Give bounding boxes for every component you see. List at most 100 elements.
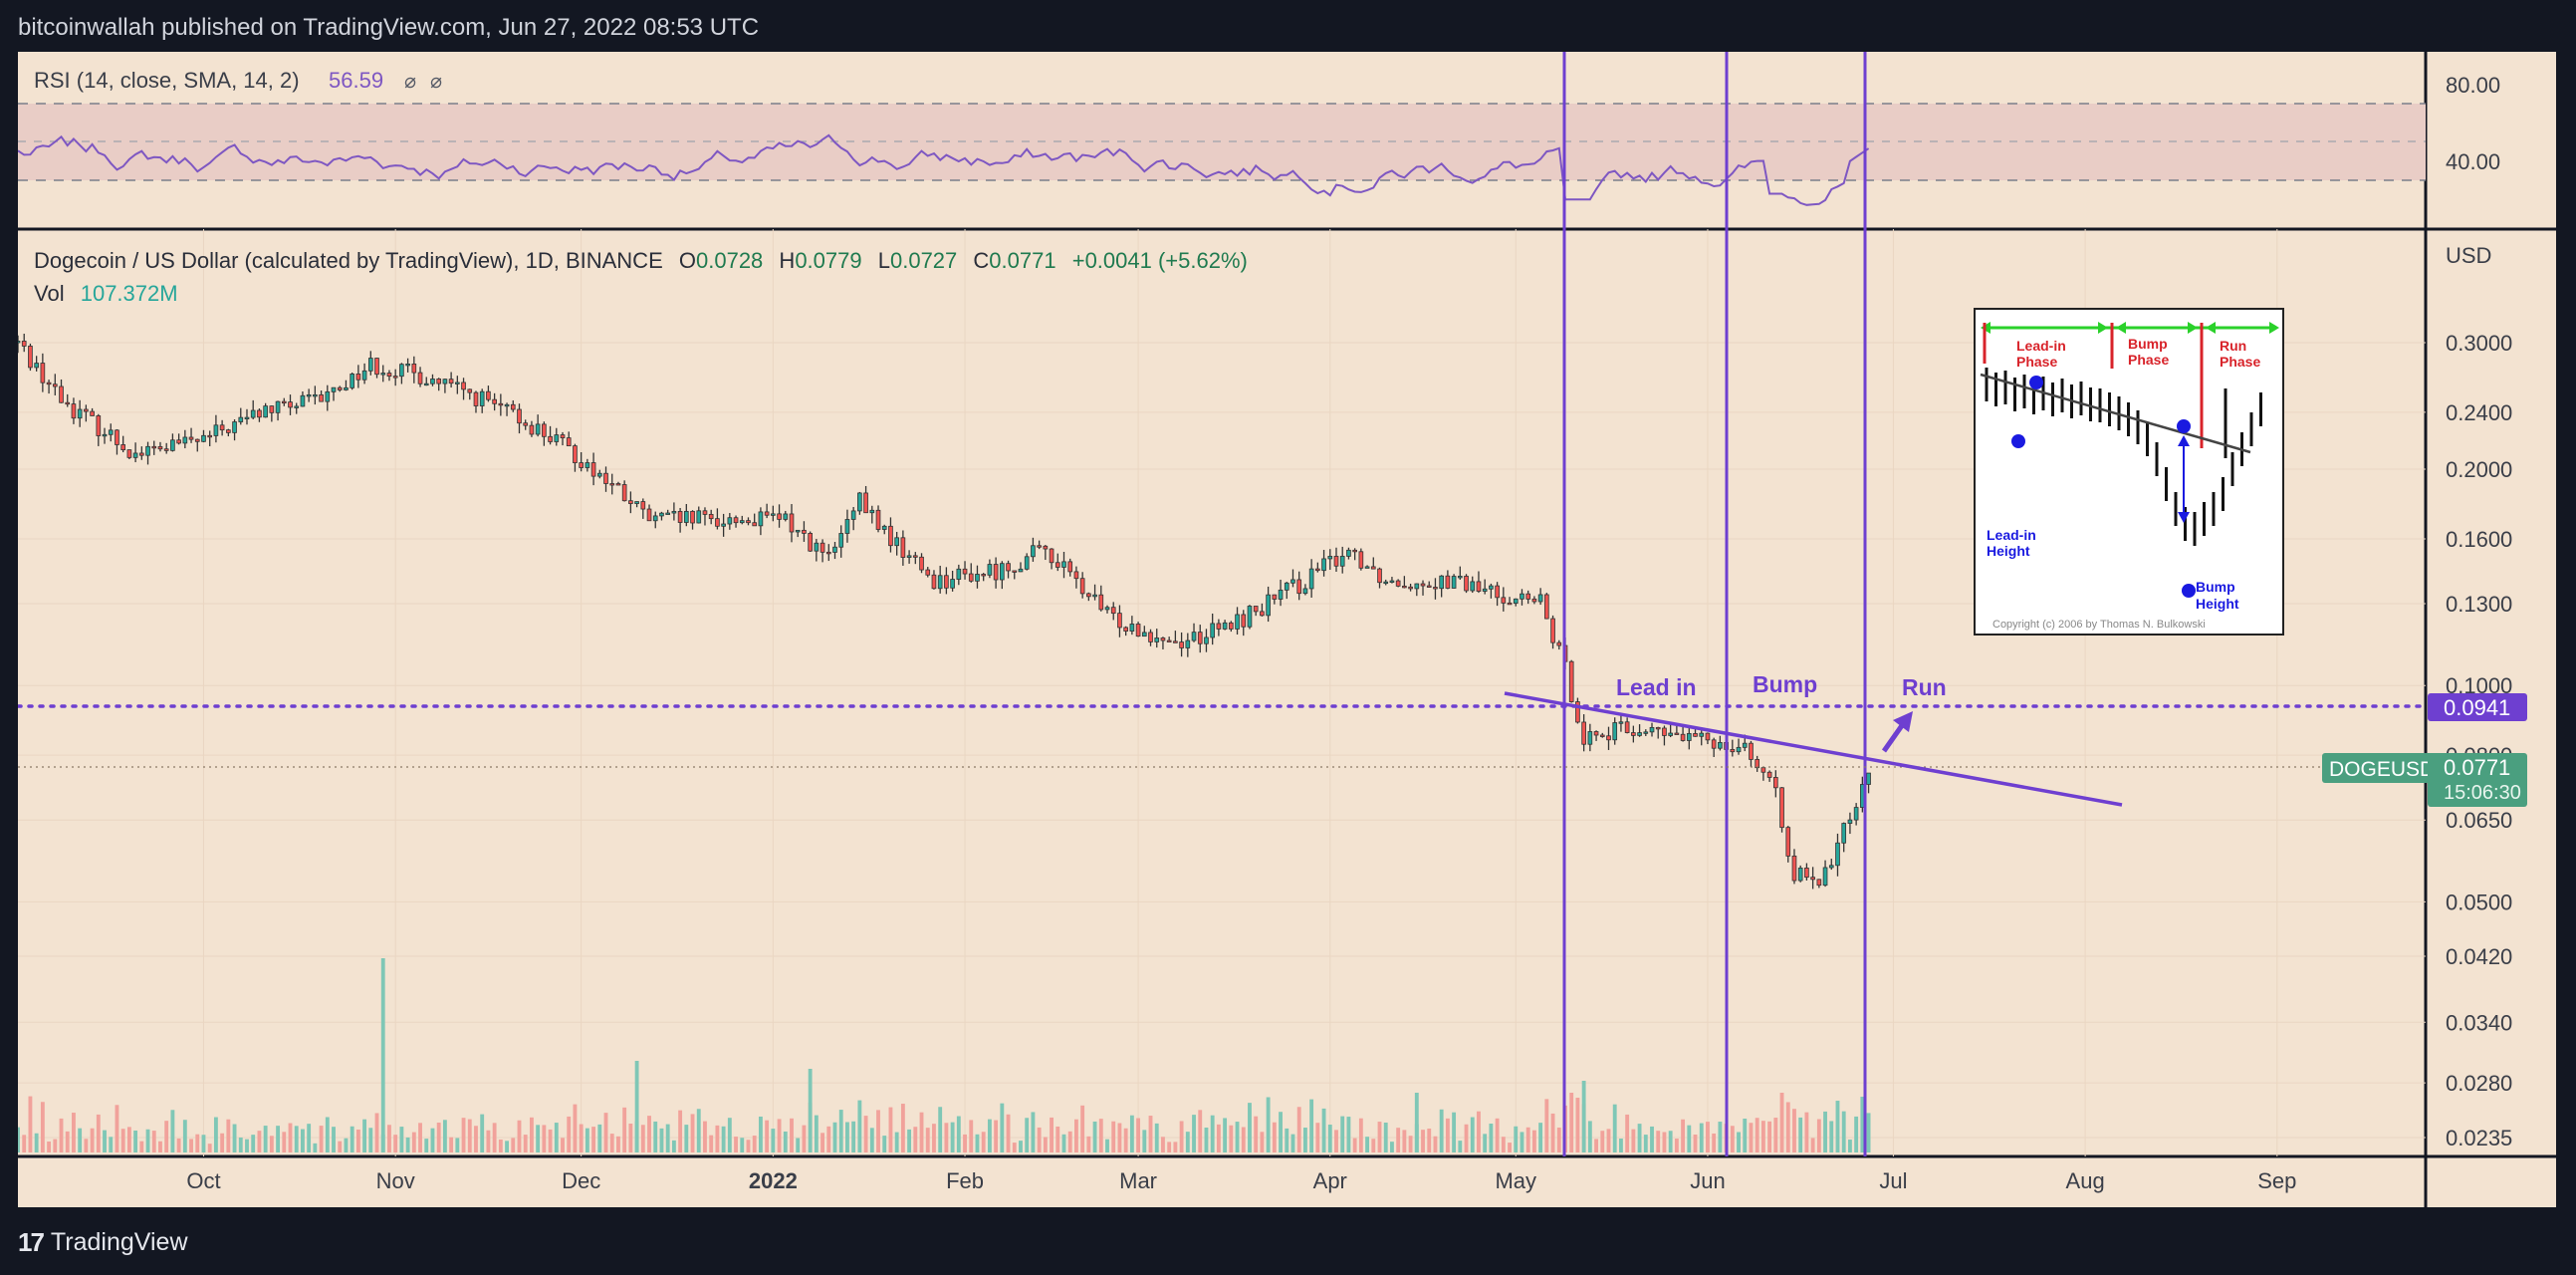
inset-bump-height-2: Height [2196, 596, 2239, 612]
candle [1278, 589, 1284, 600]
volume-bar [201, 1135, 206, 1152]
volume-bar [1619, 1139, 1623, 1152]
candle [609, 483, 615, 486]
tradingview-brand: TradingView [50, 1228, 188, 1256]
svg-text:Dogecoin / US Dollar (calculat: Dogecoin / US Dollar (calculated by Trad… [34, 248, 1248, 273]
candle [1520, 593, 1524, 600]
candle [486, 390, 491, 400]
volume-spike [808, 1069, 813, 1152]
rsi-settings-icon[interactable]: ⌀ [430, 71, 442, 93]
candle [306, 394, 312, 397]
candle [1260, 611, 1265, 617]
inset-run-phase-1: Run [2220, 338, 2246, 354]
candle [1568, 660, 1574, 702]
volume-bar [790, 1118, 794, 1152]
candle [510, 403, 516, 410]
candle [1061, 561, 1066, 568]
volume-bar [1779, 1093, 1784, 1152]
time-axis-label: May [1495, 1168, 1536, 1193]
candle [1451, 576, 1457, 589]
candle [1037, 545, 1042, 548]
volume-bar [368, 1128, 373, 1152]
symbol-title[interactable]: Dogecoin / US Dollar (calculated by Trad… [34, 248, 663, 273]
candle [1655, 726, 1661, 730]
volume-bar [665, 1124, 670, 1152]
volume-spike [1414, 1093, 1419, 1152]
volume-bar [907, 1129, 912, 1152]
candle [1395, 580, 1401, 587]
candle [1327, 556, 1333, 560]
volume-spike [1581, 1081, 1586, 1152]
candle [350, 374, 354, 388]
volume-bar [126, 1127, 131, 1152]
candle [1544, 594, 1549, 620]
volume-bar [1055, 1126, 1060, 1152]
bump-and-run-inset: Lead-in Phase Bump Phase Run Phase Lead-… [1974, 308, 2284, 636]
volume-bar [480, 1114, 485, 1152]
volume-bar [845, 1122, 849, 1152]
candle [455, 382, 460, 384]
rsi-pane: RSI (14, close, SMA, 14, 2) 56.59 ⌀ ⌀ 80… [17, 68, 2500, 206]
chart-svg[interactable]: RSI (14, close, SMA, 14, 2) 56.59 ⌀ ⌀ 80… [15, 52, 2556, 1207]
volume-bar [1718, 1122, 1723, 1152]
candle [46, 382, 52, 385]
symbol-tag: DOGEUSD [2329, 758, 2435, 781]
bump-label: Bump [1753, 671, 1817, 697]
volume-bar [1229, 1125, 1234, 1152]
candle [1117, 613, 1122, 629]
volume-bar [1587, 1121, 1592, 1152]
volume-bar [1470, 1117, 1475, 1152]
volume-bar [777, 1119, 782, 1152]
volume-bar [257, 1131, 262, 1152]
candle [881, 525, 887, 530]
chart-area[interactable]: RSI (14, close, SMA, 14, 2) 56.59 ⌀ ⌀ 80… [15, 52, 2556, 1207]
volume-bar [832, 1122, 837, 1152]
candle [888, 525, 893, 547]
candle [269, 405, 275, 413]
inset-lead-height-1: Lead-in [1987, 527, 2036, 543]
candle [126, 449, 132, 458]
volume-bar [1544, 1099, 1549, 1152]
volume-bar [746, 1140, 751, 1152]
volume-bar [1501, 1137, 1506, 1152]
candle [1247, 606, 1253, 628]
volume-bar [238, 1137, 243, 1152]
candle [1489, 585, 1494, 590]
volume-bar [1080, 1105, 1085, 1152]
volume-bar [684, 1125, 689, 1152]
inset-copyright: Copyright (c) 2006 by Thomas N. Bulkowsk… [1992, 619, 2206, 631]
candle [313, 393, 318, 397]
candle [1531, 598, 1537, 603]
candle [1705, 732, 1711, 741]
volume-bar [1365, 1137, 1370, 1152]
volume-bar [226, 1119, 231, 1152]
volume-bar [1105, 1139, 1109, 1152]
volume-bar [1000, 1103, 1005, 1152]
volume-bar [1154, 1123, 1159, 1152]
volume-bar [1279, 1112, 1283, 1152]
candle [1284, 582, 1289, 591]
time-axis[interactable]: Oct Nov Dec 2022 Feb Mar Apr May Jun Jul Aug Sep [186, 1168, 2296, 1193]
volume-bar [511, 1138, 516, 1152]
volume-bar [1841, 1111, 1846, 1152]
candle [1599, 734, 1605, 737]
volume-bar [1737, 1132, 1741, 1152]
volume-bar [133, 1130, 138, 1152]
volume-bar [1767, 1121, 1772, 1152]
volume-bar [690, 1114, 695, 1152]
candle [448, 379, 454, 384]
candle [1420, 583, 1426, 587]
volume-bar [474, 1126, 478, 1152]
trendline[interactable] [1504, 691, 2123, 807]
volume-bar [523, 1135, 528, 1152]
tradingview-logo[interactable]: 17 TradingView [18, 1227, 188, 1258]
volume-bar [1315, 1123, 1320, 1152]
candle [263, 405, 268, 418]
candle [504, 403, 510, 407]
volume-bar [1668, 1131, 1673, 1152]
volume-bar [1760, 1121, 1765, 1152]
candle [621, 484, 627, 502]
candle [213, 424, 219, 436]
candle [523, 422, 529, 426]
rsi-hide-icon[interactable]: ⌀ [404, 71, 416, 93]
